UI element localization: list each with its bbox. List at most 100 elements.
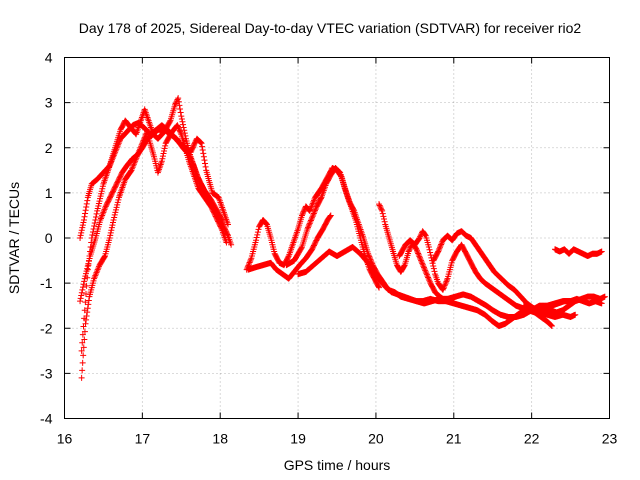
data-point — [309, 214, 316, 221]
data-point — [285, 254, 292, 261]
x-tick-label: 22 — [524, 431, 540, 447]
data-point — [107, 193, 114, 200]
data-point — [105, 198, 112, 205]
data-point — [80, 344, 87, 351]
data-point — [81, 278, 88, 285]
data-point — [309, 213, 316, 220]
data-point — [188, 158, 195, 165]
data-point — [300, 209, 307, 216]
data-point — [312, 207, 319, 214]
y-tick-labels: -4 -3 -2 -1 0 1 2 3 4 — [40, 50, 53, 427]
data-point — [79, 286, 86, 293]
data-point — [312, 240, 319, 247]
data-point — [365, 252, 372, 259]
data-point — [306, 220, 313, 227]
data-point — [180, 121, 187, 128]
data-point — [379, 210, 386, 217]
data-point — [108, 190, 115, 197]
data-point — [312, 206, 319, 213]
data-point — [84, 197, 91, 204]
data-point — [83, 200, 90, 207]
data-point — [306, 221, 313, 228]
data-point — [200, 150, 207, 157]
data-point — [255, 226, 262, 233]
data-point — [176, 102, 183, 109]
data-point — [82, 299, 89, 306]
data-marks — [77, 95, 608, 381]
data-point — [430, 265, 437, 272]
data-point — [110, 187, 117, 194]
data-point — [253, 237, 260, 244]
series-track-1 — [78, 122, 230, 381]
data-point — [115, 196, 122, 203]
data-point — [247, 256, 254, 263]
data-point — [365, 250, 372, 257]
data-point — [80, 323, 87, 330]
data-point — [91, 222, 98, 229]
axis-ticks — [64, 57, 610, 419]
data-point — [110, 188, 117, 195]
data-point — [117, 172, 124, 179]
data-point — [178, 115, 185, 122]
data-point — [310, 211, 317, 218]
data-point — [177, 109, 184, 116]
data-point — [313, 204, 320, 211]
data-point — [311, 241, 318, 248]
data-point — [301, 207, 308, 214]
y-tick-label: 4 — [45, 50, 53, 66]
data-point — [89, 228, 96, 235]
data-point — [299, 211, 306, 218]
data-point — [92, 213, 99, 220]
data-point — [307, 217, 314, 224]
data-point — [116, 174, 123, 181]
y-tick-label: 3 — [45, 95, 53, 111]
data-point — [109, 189, 116, 196]
data-point — [178, 113, 185, 120]
data-point — [107, 194, 114, 201]
data-point — [83, 282, 90, 289]
data-point — [79, 222, 86, 229]
data-point — [175, 124, 182, 131]
data-point — [181, 127, 188, 134]
data-point — [310, 243, 317, 250]
series-track-4 — [77, 126, 225, 305]
data-point — [309, 245, 316, 252]
y-tick-label: -4 — [40, 411, 53, 427]
data-point — [114, 199, 121, 206]
data-point — [78, 347, 85, 354]
data-point — [427, 249, 434, 256]
data-point — [375, 283, 382, 290]
x-tick-label: 18 — [212, 431, 228, 447]
y-tick-label: -3 — [40, 365, 53, 381]
data-point — [109, 219, 116, 226]
data-point — [187, 154, 194, 161]
x-tick-label: 19 — [290, 431, 306, 447]
data-point — [84, 265, 91, 272]
data-point — [224, 231, 231, 238]
data-point — [304, 225, 311, 232]
data-point — [81, 307, 88, 314]
data-point — [177, 128, 184, 135]
data-point — [218, 215, 225, 222]
data-point — [200, 153, 207, 160]
data-point — [101, 254, 108, 261]
data-point — [300, 208, 307, 215]
y-tick-label: -2 — [40, 320, 53, 336]
data-point — [430, 262, 437, 269]
data-point — [80, 352, 87, 359]
data-point — [79, 331, 86, 338]
data-point — [166, 118, 173, 125]
series-track-3 — [77, 119, 231, 241]
data-point — [309, 246, 316, 253]
data-point — [81, 275, 88, 282]
data-point — [104, 199, 111, 206]
data-point — [307, 218, 314, 225]
data-point — [189, 159, 196, 166]
data-point — [108, 227, 115, 234]
data-point — [366, 255, 373, 262]
data-point — [190, 161, 197, 168]
data-point — [327, 213, 334, 220]
data-point — [327, 212, 334, 219]
data-point — [247, 258, 254, 265]
